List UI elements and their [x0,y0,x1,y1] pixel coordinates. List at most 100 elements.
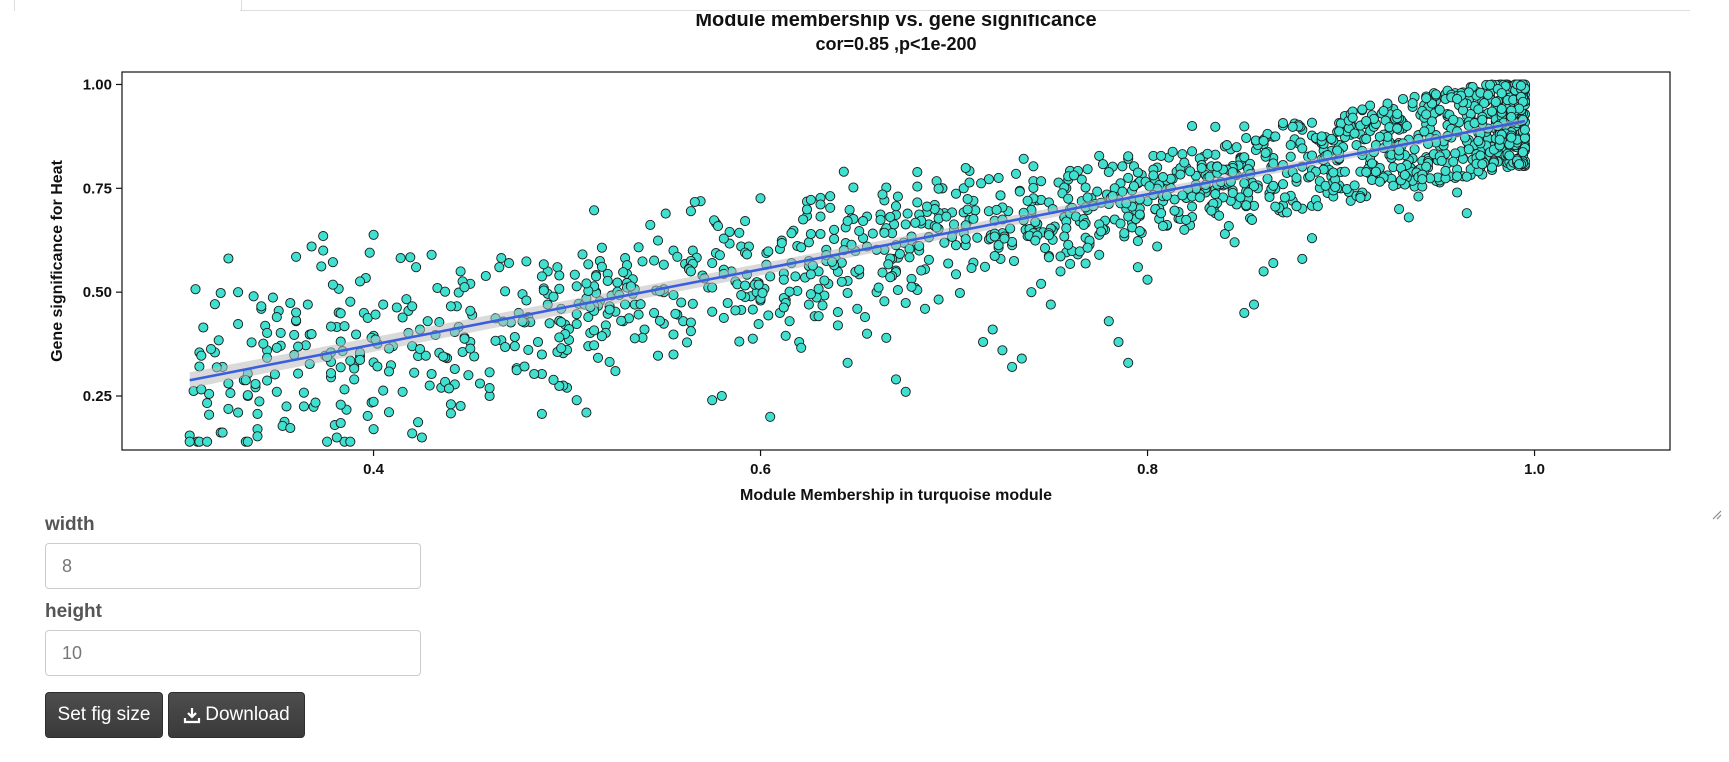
download-button[interactable]: Download [168,692,305,738]
data-point [523,344,534,355]
data-point [879,296,890,307]
data-point [885,272,896,283]
data-point [262,375,273,386]
data-point [521,295,532,306]
data-point [995,190,1006,201]
data-point [1231,142,1242,153]
data-point [1028,161,1039,172]
data-point [1306,233,1318,244]
data-point [993,172,1004,183]
data-point [1413,191,1424,202]
data-point [844,204,855,215]
data-point [1297,253,1308,264]
data-point [368,396,379,407]
data-point [556,343,567,354]
data-point [293,341,304,352]
data-point [395,253,406,264]
data-point [1490,96,1501,107]
data-point [966,263,977,274]
data-point [943,258,954,269]
data-point [1326,133,1337,144]
data-point [902,208,913,219]
data-point [805,194,816,205]
data-point [1239,307,1250,318]
data-point [877,267,888,278]
tab-active[interactable] [14,0,242,11]
data-point [1194,192,1205,203]
data-point [805,289,816,300]
data-point [1179,157,1190,168]
data-point [900,386,911,397]
data-point [672,251,683,262]
data-point [1403,212,1414,223]
data-point [1187,146,1198,157]
data-point [879,227,890,238]
data-point [538,259,549,270]
data-point [503,258,515,269]
data-point [1279,192,1290,203]
data-point [223,403,234,414]
set-fig-size-button[interactable]: Set fig size [45,692,163,738]
data-point [198,322,209,333]
data-point [1361,167,1372,178]
data-point [652,235,664,246]
data-point [962,204,973,215]
resize-handle-icon[interactable] [1712,510,1722,520]
data-point [1123,357,1134,368]
data-point [753,319,764,330]
data-point [1123,151,1134,162]
data-point [1117,161,1128,172]
data-point [1181,214,1192,225]
data-point [997,345,1008,356]
data-point [798,214,809,225]
data-point [391,302,402,313]
data-point [637,256,648,267]
data-point [707,395,718,406]
data-point [258,338,269,349]
data-point [494,262,505,273]
x-axis-label: Module Membership in turquoise module [740,487,1052,504]
download-icon [184,708,201,724]
data-point [991,204,1002,215]
data-point [569,269,580,280]
data-point [1157,172,1169,183]
data-point [354,276,366,287]
data-point [581,278,592,289]
data-point [215,287,226,299]
data-point [529,368,540,380]
data-point [205,344,217,355]
data-point [1152,241,1163,252]
data-point [618,267,629,278]
data-point [1080,258,1091,269]
data-point [225,388,236,399]
data-point [455,266,466,277]
width-input[interactable] [45,543,421,589]
data-point [327,257,338,268]
data-point [552,262,563,273]
data-point [368,229,379,240]
data-point [1036,176,1047,187]
data-point [1175,169,1186,180]
data-point [480,270,491,282]
data-point [571,395,582,406]
data-point [610,366,621,377]
data-point [298,401,309,412]
data-point [1179,224,1190,235]
data-point [1229,237,1240,248]
data-point [490,335,501,346]
data-point [1008,255,1020,267]
data-point [685,317,696,328]
data-point [978,336,989,348]
data-point [1055,251,1066,262]
data-point [1010,168,1022,179]
data-point [484,383,495,394]
data-point [1268,180,1279,191]
height-input[interactable] [45,630,421,676]
data-point [401,294,412,305]
data-point [1434,104,1445,115]
data-point [252,408,263,419]
data-point [1210,121,1221,132]
data-point [1043,230,1054,241]
data-point [548,291,559,302]
data-point [815,211,826,222]
